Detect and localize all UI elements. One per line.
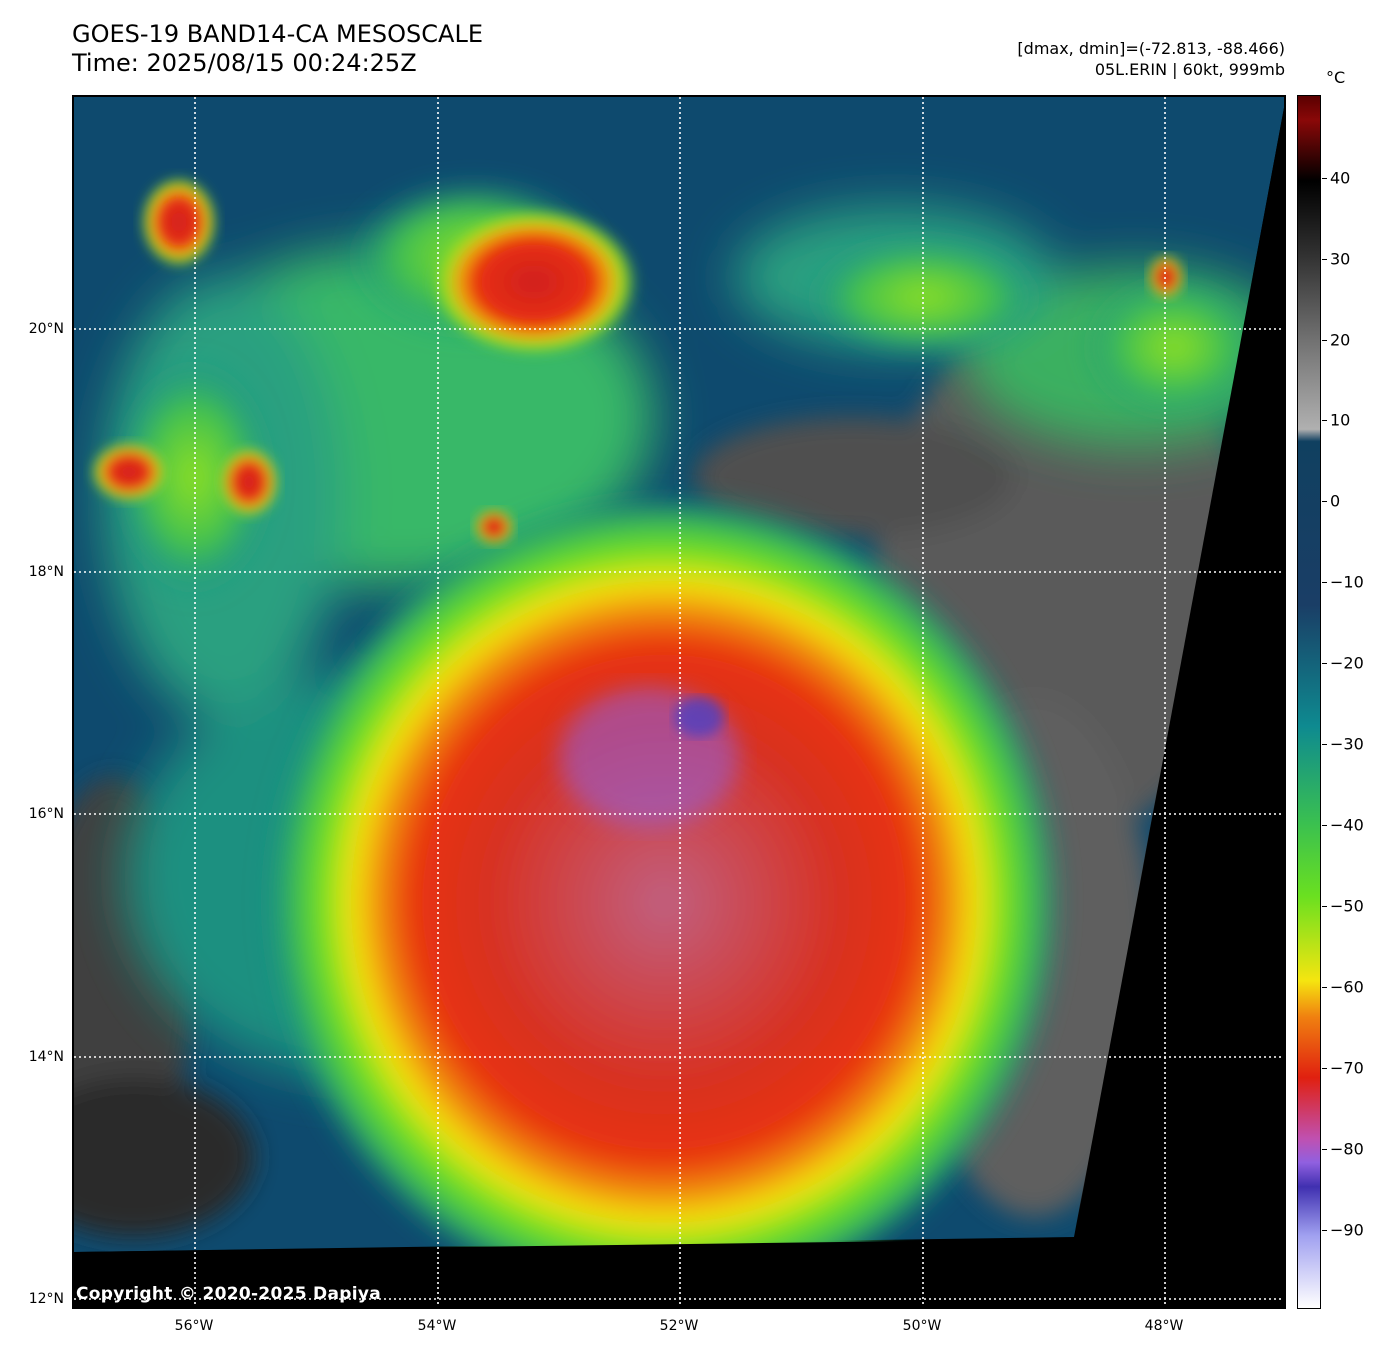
- colorbar-label: −60: [1330, 977, 1364, 997]
- colorbar-tick: [1322, 1149, 1327, 1150]
- colorbar-tick: [1322, 582, 1327, 583]
- convective-cell: [141, 177, 217, 267]
- title-line-2: Time: 2025/08/15 00:24:25Z: [72, 49, 417, 77]
- colorbar-label: −50: [1330, 896, 1364, 916]
- colorbar-unit: °C: [1326, 68, 1346, 87]
- colorbar-tick: [1322, 420, 1327, 421]
- colorbar-label: −10: [1330, 572, 1364, 592]
- colorbar-label: 40: [1330, 168, 1351, 188]
- colorbar-label: 30: [1330, 249, 1351, 269]
- colorbar-tick: [1322, 1230, 1327, 1231]
- temperature-colorbar: [1297, 95, 1321, 1309]
- convective-cell: [429, 207, 639, 357]
- colorbar-tick: [1322, 1068, 1327, 1069]
- colorbar-label: −90: [1330, 1220, 1364, 1240]
- colorbar-label: 20: [1330, 330, 1351, 350]
- lon-label-52w: 52°W: [659, 1318, 699, 1334]
- colorbar-label: −20: [1330, 653, 1364, 673]
- colorbar-tick: [1322, 663, 1327, 664]
- colorbar-label: 10: [1330, 410, 1351, 430]
- satellite-map: [72, 95, 1286, 1309]
- colorbar-tick: [1322, 340, 1327, 341]
- lat-label-12n: 12°N: [28, 1291, 64, 1307]
- dmax-dmin-text: [dmax, dmin]=(-72.813, -88.466): [1017, 39, 1285, 58]
- colorbar-label: −70: [1330, 1058, 1364, 1078]
- colorbar-tick: [1322, 825, 1327, 826]
- copyright-text: Copyright © 2020-2025 Dapiya: [76, 1284, 381, 1304]
- colorbar-tick: [1322, 987, 1327, 988]
- no-data-area: [74, 1239, 1280, 1307]
- colorbar-tick: [1322, 178, 1327, 179]
- lon-label-50w: 50°W: [902, 1318, 942, 1334]
- lon-label-48w: 48°W: [1144, 1318, 1184, 1334]
- convective-cell: [219, 447, 279, 517]
- colorbar-tick: [1322, 501, 1327, 502]
- lat-label-14n: 14°N: [28, 1049, 64, 1065]
- figure-title: GOES-19 BAND14-CA MESOSCALE Time: 2025/0…: [72, 20, 483, 78]
- convective-cell: [474, 509, 514, 545]
- colorbar-label: −30: [1330, 734, 1364, 754]
- storm-cdo: [264, 492, 1064, 1307]
- lat-label-20n: 20°N: [28, 321, 64, 337]
- lon-label-56w: 56°W: [174, 1318, 214, 1334]
- lon-label-54w: 54°W: [417, 1318, 457, 1334]
- title-line-1: GOES-19 BAND14-CA MESOSCALE: [72, 20, 483, 48]
- lat-label-18n: 18°N: [28, 564, 64, 580]
- colorbar-tick: [1322, 259, 1327, 260]
- storm-info: [dmax, dmin]=(-72.813, -88.466) 05L.ERIN…: [1017, 38, 1285, 80]
- lat-label-16n: 16°N: [28, 806, 64, 822]
- convective-cell: [91, 442, 167, 502]
- satellite-imagery: [74, 97, 1284, 1307]
- colorbar-label: 0: [1330, 491, 1341, 511]
- storm-text: 05L.ERIN | 60kt, 999mb: [1094, 60, 1285, 79]
- convective-cell: [1148, 255, 1184, 299]
- lat-lon-grid: [74, 97, 1284, 1307]
- no-data-area: [1074, 107, 1284, 1307]
- colorbar-tick: [1322, 906, 1327, 907]
- colorbar-label: −40: [1330, 815, 1364, 835]
- colorbar-tick: [1322, 744, 1327, 745]
- colorbar-label: −80: [1330, 1139, 1364, 1159]
